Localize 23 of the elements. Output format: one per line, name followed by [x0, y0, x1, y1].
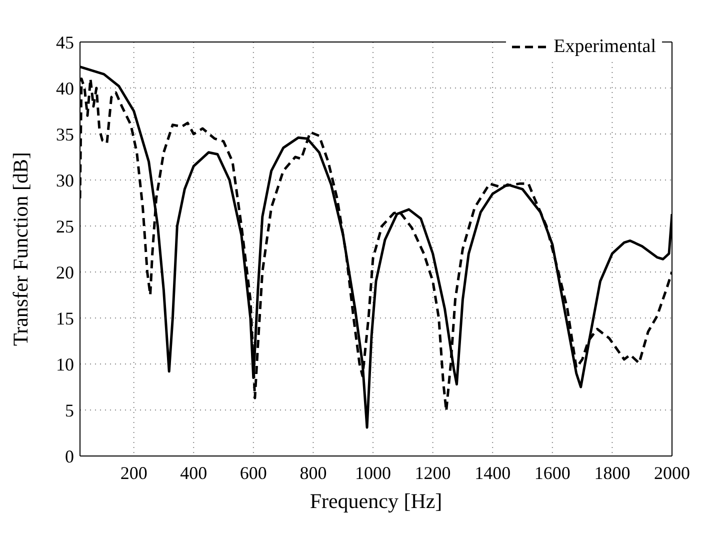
y-tick-label: 10	[56, 354, 74, 374]
x-tick-label: 1400	[474, 462, 511, 483]
x-tick-label: 2000	[654, 462, 690, 483]
y-axis-title: Transfer Function [dB]	[8, 152, 32, 346]
y-tick-label: 45	[56, 32, 74, 52]
y-tick-label: 30	[56, 170, 74, 190]
y-tick-label: 35	[56, 124, 74, 144]
y-tick-label: 15	[56, 308, 74, 328]
y-tick-label: 0	[65, 446, 74, 466]
x-tick-label: 1200	[414, 462, 451, 483]
y-tick-label: 20	[56, 262, 74, 282]
x-tick-label: 1000	[355, 462, 392, 483]
x-tick-label: 1600	[534, 462, 570, 483]
x-tick-label: 600	[240, 462, 267, 483]
y-tick-label: 5	[65, 400, 74, 420]
y-tick-label: 40	[56, 78, 74, 98]
legend-label: Experimental	[554, 36, 656, 58]
x-tick-label: 200	[120, 462, 148, 483]
x-tick-label: 1800	[594, 462, 630, 483]
y-tick-label: 25	[56, 216, 74, 236]
x-axis-title: Frequency [Hz]	[310, 489, 442, 513]
x-tick-label: 400	[180, 462, 208, 483]
x-tick-label: 800	[300, 462, 327, 483]
